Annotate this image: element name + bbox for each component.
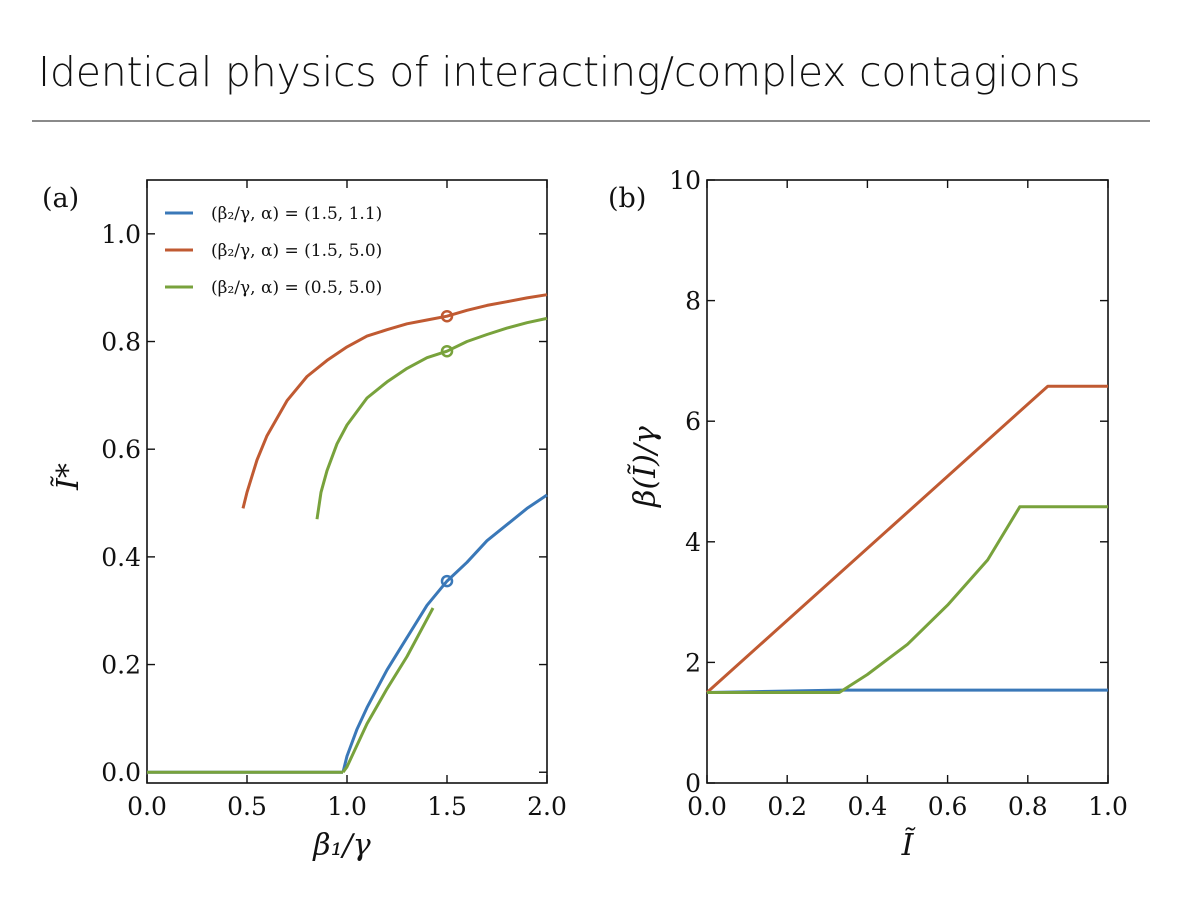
panel-a-series-orange-line <box>241 293 548 509</box>
panel-b-frame <box>706 179 1109 784</box>
panel-b-ytick-label: 10 <box>669 166 701 195</box>
panel-b-xtick-label: 0.4 <box>848 792 888 821</box>
panel-b-ytick-label: 4 <box>685 528 701 557</box>
panel-a-xtick-label: 2.0 <box>527 792 567 821</box>
panel-b-xtick-label: 1.0 <box>1088 792 1128 821</box>
panel-b-ytick-label: 0 <box>685 769 701 798</box>
panel-b-group: 0.0 0.2 0.4 0.6 0.8 1.0 0 2 4 6 8 10 Ĩβ(Ĩ)/γ (b) <box>608 166 1128 863</box>
legend-label-green: (β₂/γ, α) = (0.5, 5.0) <box>211 278 382 298</box>
panel-a-group: 0.0 0.5 1.0 1.5 2.0 0.0 0.2 0.4 0.6 0.8 1.0 β₁/γ Ĩ* (… <box>42 179 567 863</box>
panel-a-ytick-label: 1.0 <box>101 220 141 249</box>
legend-label-orange: (β₂/γ, α) = (1.5, 5.0) <box>211 241 382 261</box>
panel-b-xtick-label: 0.6 <box>928 792 968 821</box>
panel-b-label: (b) <box>608 183 646 214</box>
panel-a-series-blue-line <box>341 493 548 773</box>
title-divider <box>32 120 1150 122</box>
panel-a-series-blue-marker <box>440 574 454 588</box>
panel-b-series-orange-line <box>705 384 1108 694</box>
slide-title: Identical physics of interacting/complex… <box>38 48 1081 96</box>
panel-a-ytick-label: 0.2 <box>101 651 141 680</box>
panel-a-frame <box>146 179 548 784</box>
panel-b-ytick-label: 8 <box>685 287 701 316</box>
panel-b-series-green-line <box>707 505 1108 694</box>
panel-a-ytick-label: 0.6 <box>101 435 141 464</box>
legend-label-blue: (β₂/γ, α) = (1.5, 1.1) <box>211 204 382 224</box>
panel-a-xtick-label: 0.0 <box>127 792 167 821</box>
panel-b-ytick-label: 2 <box>685 648 701 677</box>
panel-b-xtick-label: 0.2 <box>767 792 807 821</box>
panel-a-ylabel: Ĩ* <box>50 463 86 491</box>
panel-b-xlabel: Ĩ <box>901 827 916 863</box>
panel-a-ytick-label: 0.0 <box>101 758 141 787</box>
panel-b-xtick-label: 0.0 <box>687 792 727 821</box>
panel-a-ytick-label: 0.4 <box>101 543 141 572</box>
panel-a-xtick-label: 1.5 <box>427 792 467 821</box>
panel-a-series-green-marker <box>440 344 454 358</box>
panel-a-series-green-line <box>315 316 548 520</box>
panel-a-label: (a) <box>42 183 79 214</box>
panel-b-ylabel: β(Ĩ)/γ <box>627 426 663 508</box>
panel-a-xtick-label: 0.5 <box>227 792 267 821</box>
panel-a-series-green-line <box>341 607 435 774</box>
panel-a-xlabel: β₁/γ <box>312 828 370 863</box>
panel-a-series-orange-marker <box>440 309 454 323</box>
panel-b-xtick-label: 0.8 <box>1008 792 1048 821</box>
panel-b-ytick-label: 6 <box>685 407 701 436</box>
panel-a-ytick-label: 0.8 <box>101 328 141 357</box>
panel-a-xtick-label: 1.0 <box>327 792 367 821</box>
